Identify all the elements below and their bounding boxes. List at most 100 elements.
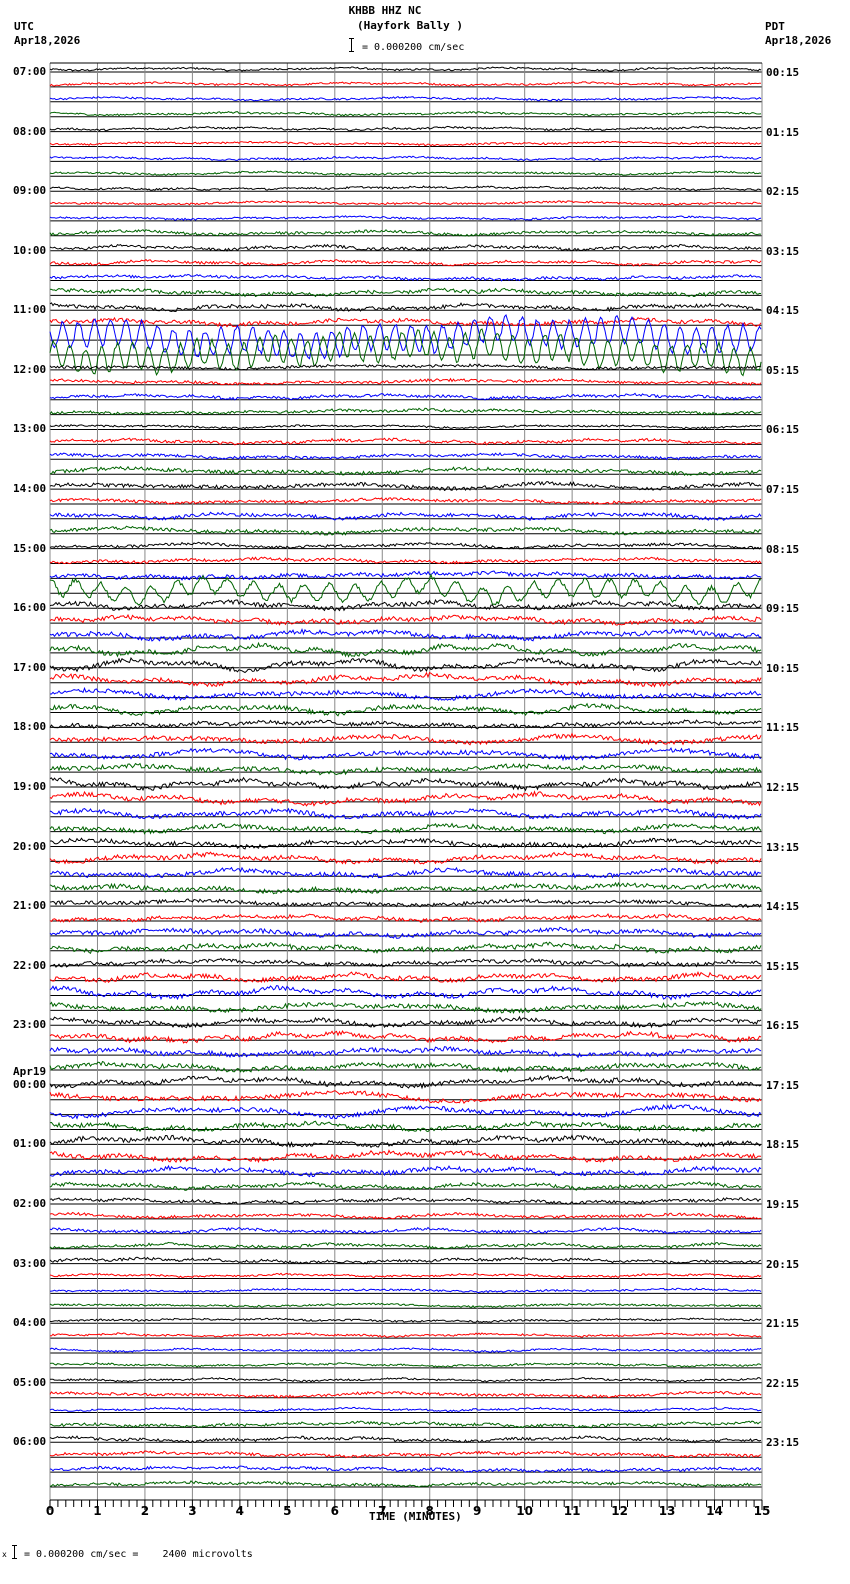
utc-hour-label: 13:00 bbox=[13, 422, 47, 436]
seismic-trace bbox=[49, 1435, 762, 1444]
x-tick-label: 1 bbox=[93, 1504, 102, 1518]
pdt-hour-label: 18:15 bbox=[766, 1138, 800, 1152]
seismic-trace bbox=[49, 1390, 762, 1399]
seismic-trace bbox=[49, 243, 762, 252]
seismic-trace bbox=[49, 1164, 762, 1178]
seismic-trace bbox=[49, 732, 762, 746]
seismic-trace bbox=[49, 363, 762, 371]
seismic-trace bbox=[49, 971, 762, 984]
pdt-hour-label: 07:15 bbox=[766, 483, 800, 497]
seismic-trace bbox=[49, 641, 762, 658]
seismic-trace bbox=[49, 1317, 762, 1323]
seismic-trace bbox=[49, 762, 762, 776]
seismic-trace bbox=[49, 570, 762, 581]
pdt-hour-label: 10:15 bbox=[766, 661, 800, 675]
seismic-trace bbox=[49, 985, 762, 1001]
x-tick-label: 0 bbox=[45, 1504, 55, 1518]
seismic-trace bbox=[49, 627, 762, 642]
seismic-trace bbox=[49, 95, 762, 102]
seismic-trace bbox=[49, 719, 762, 730]
seismic-trace bbox=[49, 1362, 762, 1368]
pdt-hour-label: 11:15 bbox=[766, 721, 800, 735]
seismic-trace bbox=[49, 511, 762, 522]
seismic-trace bbox=[49, 747, 762, 762]
seismic-trace bbox=[49, 1347, 762, 1353]
x-tick-label: 13 bbox=[658, 1504, 676, 1518]
x-tick-label: 10 bbox=[516, 1504, 534, 1518]
seismic-trace bbox=[49, 1287, 762, 1294]
pdt-hour-label: 17:15 bbox=[766, 1078, 800, 1092]
seismic-trace bbox=[49, 881, 762, 895]
utc-hour-label: Apr19 bbox=[13, 1064, 47, 1078]
footer-prefix: x bbox=[2, 1550, 7, 1559]
seismic-trace bbox=[49, 541, 762, 550]
seismic-trace bbox=[49, 851, 762, 865]
seismic-trace bbox=[49, 1450, 762, 1459]
seismic-trace bbox=[49, 776, 762, 792]
seismic-trace bbox=[49, 926, 762, 939]
seismic-trace bbox=[49, 957, 762, 969]
pdt-hour-label: 23:15 bbox=[766, 1436, 800, 1450]
utc-hour-label: 05:00 bbox=[13, 1375, 47, 1389]
pdt-hour-label: 19:15 bbox=[766, 1198, 800, 1212]
pdt-hour-label: 09:15 bbox=[766, 602, 800, 616]
utc-hour-label: 16:00 bbox=[13, 601, 47, 615]
seismic-trace bbox=[49, 866, 761, 879]
utc-hour-label: 03:00 bbox=[13, 1256, 47, 1270]
utc-hour-label: 01:00 bbox=[13, 1137, 47, 1151]
seismic-trace bbox=[49, 1465, 762, 1473]
pdt-hour-label: 16:15 bbox=[766, 1019, 800, 1033]
utc-hour-label: 21:00 bbox=[13, 899, 47, 913]
seismic-trace bbox=[49, 1211, 761, 1220]
seismic-trace bbox=[49, 807, 762, 820]
utc-hour-label: 12:00 bbox=[13, 362, 47, 376]
seismic-trace bbox=[49, 556, 762, 565]
seismic-trace bbox=[49, 328, 762, 377]
seismic-trace bbox=[49, 452, 762, 461]
pdt-hour-label: 12:15 bbox=[766, 780, 800, 794]
x-axis-title: TIME (MINUTES) bbox=[369, 1510, 462, 1523]
utc-hour-label: 07:00 bbox=[13, 65, 47, 78]
utc-hour-label: 09:00 bbox=[13, 184, 47, 198]
utc-hour-label: 14:00 bbox=[13, 482, 47, 496]
pdt-hour-label: 21:15 bbox=[766, 1317, 800, 1331]
seismic-trace bbox=[49, 1197, 762, 1205]
x-tick-label: 2 bbox=[140, 1504, 150, 1518]
seismic-trace bbox=[49, 316, 762, 328]
seismic-trace bbox=[49, 898, 762, 909]
seismic-trace bbox=[49, 1181, 762, 1191]
seismic-trace bbox=[50, 377, 762, 386]
utc-hour-label: 02:00 bbox=[13, 1197, 47, 1211]
footer-scale-bar-cap-bottom bbox=[12, 1558, 17, 1559]
seismic-trace bbox=[49, 837, 762, 850]
seismic-trace bbox=[49, 1074, 762, 1090]
pdt-hour-label: 15:15 bbox=[766, 959, 800, 973]
utc-hour-label: 00:00 bbox=[13, 1077, 47, 1091]
seismic-trace bbox=[49, 1241, 762, 1250]
utc-hour-label: 08:00 bbox=[13, 124, 47, 138]
seismic-trace bbox=[49, 656, 762, 674]
scale-bar-icon bbox=[351, 38, 352, 52]
pdt-hour-label: 05:15 bbox=[766, 363, 800, 377]
pdt-hour-label: 04:15 bbox=[766, 304, 800, 318]
seismic-trace bbox=[49, 81, 762, 87]
seismic-trace bbox=[49, 170, 762, 176]
seismic-trace bbox=[49, 1030, 762, 1044]
pdt-hour-label: 00:15 bbox=[766, 66, 800, 79]
x-tick-label: 14 bbox=[706, 1504, 723, 1518]
pdt-hour-label: 01:15 bbox=[766, 125, 800, 139]
x-tick-label: 12 bbox=[611, 1504, 628, 1518]
pdt-hour-label: 06:15 bbox=[766, 423, 800, 437]
seismic-trace bbox=[49, 155, 762, 162]
x-tick-label: 9 bbox=[473, 1504, 482, 1518]
seismic-trace bbox=[49, 407, 762, 416]
seismic-trace bbox=[49, 215, 762, 221]
seismic-trace bbox=[49, 671, 762, 688]
seismic-trace bbox=[49, 258, 762, 267]
x-tick-label: 7 bbox=[378, 1504, 387, 1518]
seismic-trace bbox=[49, 437, 762, 446]
pdt-hour-label: 22:15 bbox=[766, 1376, 800, 1390]
seismic-trace bbox=[49, 273, 762, 282]
seismic-trace bbox=[49, 913, 762, 923]
